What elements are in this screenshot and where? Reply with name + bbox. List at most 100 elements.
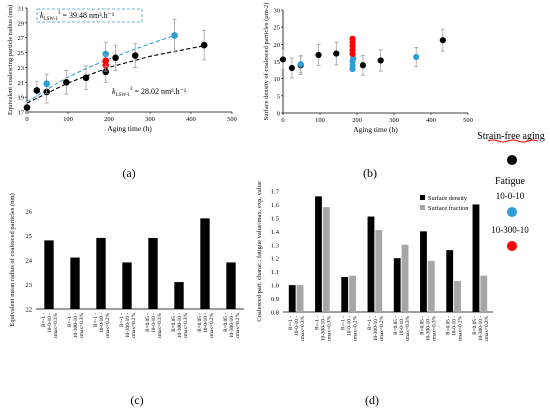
data-point-strain-free-aging <box>63 78 70 86</box>
legend: Strain-free aging Fatigue 10-0-10 10-300… <box>477 131 545 251</box>
y-tick-label: 1.3 <box>271 242 279 249</box>
data-point-strain-free-aging <box>333 50 340 57</box>
legend-item-fatigue: Fatigue <box>495 176 526 187</box>
data-point-10-0-10 <box>43 80 50 88</box>
legend-swatch <box>420 195 425 200</box>
bar <box>148 237 158 309</box>
legend-label: Surface fraction <box>428 205 469 212</box>
bar-surface-density <box>288 285 296 312</box>
category-label: R=0.05 - <box>171 313 177 332</box>
category-label: εmax=0.3% <box>79 312 85 338</box>
category-label: εmax=0.3% <box>53 312 59 338</box>
y-axis-label: Coalesced part. charac.: fatigue value/m… <box>256 181 263 322</box>
y-tick-label: 23 <box>18 65 25 72</box>
fit-line-1 <box>26 34 175 103</box>
y-tick-label: 10 <box>274 76 281 83</box>
legend-item-10-0-10: 10-0-10 <box>496 191 525 201</box>
category-label: 10-0-10 - <box>99 313 105 333</box>
y-tick-label: 1.6 <box>271 202 280 209</box>
y-tick-label: 25 <box>26 233 33 240</box>
x-tick-label: 400 <box>426 117 436 124</box>
bar-surface-density <box>472 204 480 312</box>
bar-surface-density <box>446 250 454 312</box>
y-tick-label: 1.7 <box>271 189 280 196</box>
legend-title: Strain-free aging <box>477 131 544 142</box>
bar <box>96 237 106 309</box>
bar-surface-density <box>420 231 427 312</box>
category-label: 10-300-10 - <box>177 313 183 338</box>
panel-label-d: (d) <box>365 393 379 407</box>
category-label: R=-1 - <box>67 313 73 327</box>
data-point-strain-free-aging <box>23 104 31 111</box>
y-tick-label: 24 <box>26 258 33 265</box>
category-label: εmax=0.3% <box>183 312 189 338</box>
y-tick-label: 17 <box>18 110 25 117</box>
category-label: R=0.05 - <box>223 313 229 332</box>
category-label: R=-1 - <box>367 316 373 330</box>
bar-surface-density <box>393 258 401 312</box>
legend-label: Surface density <box>428 195 468 202</box>
x-tick-label: 0 <box>25 116 28 123</box>
y-tick-label: 0.9 <box>271 296 279 303</box>
x-tick-label: 300 <box>145 116 155 123</box>
category-label: R=0.05 - <box>446 316 452 335</box>
category-label: 10-0-10 - <box>47 313 53 333</box>
bar <box>122 262 132 309</box>
bar-surface-fraction <box>375 229 383 312</box>
category-label: εmax=0.2% <box>105 312 111 338</box>
category-label: R=-1 - <box>314 316 320 330</box>
category-label: εmax=0.3% <box>326 315 332 341</box>
bar <box>200 218 210 309</box>
category-label: εmax=0.2% <box>235 312 241 338</box>
fit-label-k: k <box>40 11 44 20</box>
fit-label-sup: 3 <box>130 87 133 92</box>
y-tick-label: 27 <box>18 35 25 42</box>
y-axis-label: Surface density of coalesced particles (… <box>263 3 270 121</box>
category-label: εmax=0.2% <box>131 312 137 338</box>
category-label: R=0.05 - <box>393 316 399 335</box>
legend-marker-blue <box>507 207 517 217</box>
category-label: 10-300-10 - <box>73 313 79 338</box>
category-label: 10-0-10 - <box>294 316 300 336</box>
y-axis-label: Equivalent mean radius of coalesced part… <box>9 193 16 326</box>
fit-label-black: kLSW-13 = 28.02 nm³.h⁻¹ <box>112 87 187 98</box>
data-point-strain-free-aging <box>112 54 119 62</box>
data-point-strain-free-aging <box>279 56 287 63</box>
category-label: εmax=0.3% <box>431 315 437 341</box>
category-label: εmax=0.3% <box>157 312 163 338</box>
y-tick-label: 15 <box>274 59 281 66</box>
y-axis-label: Equivalent coalescing particle radius (n… <box>7 5 14 115</box>
fit-line-2 <box>26 44 208 104</box>
category-label: 10-0-10 - <box>347 316 353 336</box>
y-tick-label: 26 <box>26 209 33 216</box>
chart-d-legend: Surface density Surface fraction <box>420 195 469 212</box>
fit-label-sup: 3 <box>58 11 61 16</box>
data-point-10-0-10 <box>102 50 110 58</box>
x-axis-label: Aging time (h) <box>353 125 398 134</box>
legend-title-underline <box>487 139 539 143</box>
category-label: εmax=0.2% <box>484 315 490 341</box>
y-tick-label: 22 <box>26 307 33 314</box>
y-tick-label: 25 <box>18 50 25 57</box>
panel-label-b: (b) <box>363 166 377 180</box>
category-label: R=0.05 - <box>145 313 151 332</box>
legend-marker-red <box>507 241 517 251</box>
bar-surface-fraction <box>322 207 330 312</box>
chart-a-aging-radius: 17 19 21 23 25 27 29 31 0 100 200 300 400 500 Aging ti… <box>7 5 237 133</box>
data-point-10-300-10 <box>102 57 110 65</box>
y-tick-label: 0 <box>277 111 280 118</box>
y-tick-label: 1.2 <box>271 256 279 263</box>
fit-label-sub: LSW-1 <box>44 17 59 22</box>
data-point-strain-free-aging <box>102 68 110 76</box>
data-point-10-0-10 <box>171 32 178 39</box>
y-tick-label: 1.5 <box>271 215 279 222</box>
data-point-strain-free-aging <box>359 62 367 69</box>
bar <box>44 240 54 309</box>
category-label: R=-1 - <box>41 313 47 327</box>
fit-label-value: = 28.02 nm³.h⁻¹ <box>133 87 187 96</box>
bar-surface-fraction <box>401 244 409 312</box>
category-label: R=-1 - <box>288 316 294 330</box>
category-label: R=0.05 - <box>472 316 478 335</box>
category-label: εmax=0.2% <box>209 312 215 338</box>
